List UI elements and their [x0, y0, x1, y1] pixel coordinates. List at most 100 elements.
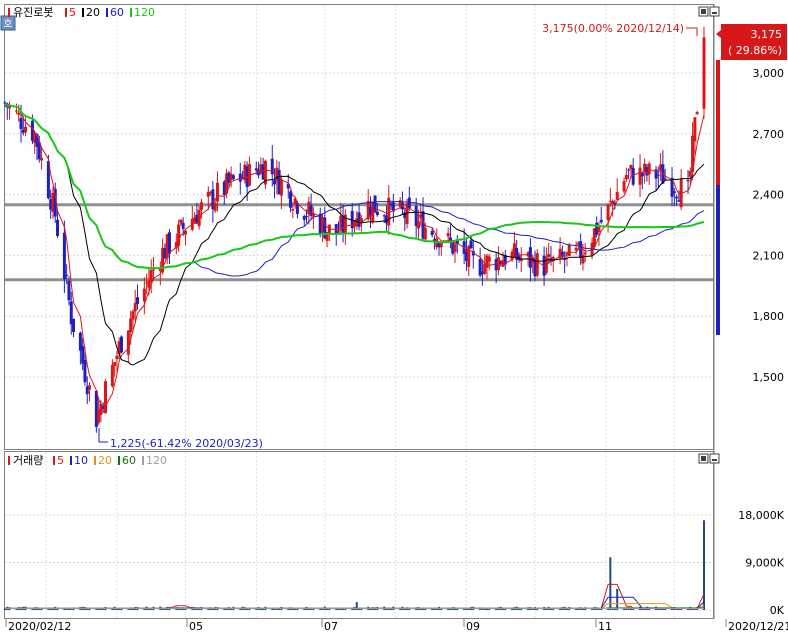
- volume-bar: [435, 609, 438, 610]
- candle-body: [131, 311, 135, 320]
- volume-bar: [447, 608, 450, 610]
- candle-body: [62, 232, 66, 280]
- volume-bar: [422, 607, 425, 610]
- low-annotation-leader: [98, 428, 108, 443]
- volume-bar: [296, 608, 299, 610]
- volume-bar: [342, 608, 345, 610]
- volume-bar: [120, 608, 123, 610]
- volume-bar: [161, 607, 164, 610]
- volume-tick-label: 9,000K: [745, 557, 784, 570]
- candle-body: [659, 164, 663, 171]
- candle-body: [366, 200, 370, 220]
- volume-bar: [607, 608, 610, 610]
- legend-item[interactable]: 20: [86, 6, 100, 19]
- legend-marker: [142, 456, 144, 465]
- volume-bar: [616, 588, 619, 610]
- candle-body: [544, 257, 548, 273]
- candle-body: [85, 386, 89, 395]
- volume-bar: [230, 608, 233, 610]
- candle-body: [691, 135, 695, 173]
- legend-item[interactable]: 10: [74, 454, 88, 467]
- legend-marker: [8, 8, 10, 17]
- candle-body: [161, 248, 165, 273]
- candle-body: [46, 161, 50, 199]
- volume-bar: [675, 608, 678, 610]
- volume-axis-ticks: 0K 9,000K 18,000K: [738, 509, 784, 617]
- candle-body: [567, 244, 571, 257]
- volume-bar: [147, 608, 150, 610]
- candle-body: [446, 233, 450, 237]
- legend-item[interactable]: 5: [69, 6, 76, 19]
- low-annotation-label: 1,225(-61.42% 2020/03/23): [110, 437, 263, 450]
- candle-body: [581, 254, 585, 264]
- candle-body: [661, 164, 665, 184]
- volume-bar: [67, 608, 70, 610]
- volume-close-button[interactable]: [709, 453, 720, 464]
- legend-marker: [94, 456, 96, 465]
- candle-body: [72, 318, 76, 333]
- legend-name: 거래량: [13, 454, 43, 467]
- legend-item[interactable]: 60: [122, 454, 136, 467]
- candle-body: [565, 252, 569, 255]
- candle-body: [512, 243, 516, 257]
- price-axis-ticks: 1,500 1,800 2,100 2,400 2,700 3,000: [753, 67, 785, 384]
- volume-legend: 거래량 5 10 20 60 120: [8, 454, 167, 467]
- candle-body: [37, 142, 41, 160]
- legend-item[interactable]: 20: [98, 454, 112, 467]
- candle-body: [126, 330, 130, 355]
- candle-body: [606, 204, 610, 221]
- legend-item[interactable]: 120: [134, 6, 155, 19]
- candle-body: [67, 280, 71, 301]
- candle-body: [494, 258, 498, 271]
- candle-body: [608, 200, 612, 202]
- candle-body: [305, 215, 309, 217]
- close-icon: [712, 459, 717, 461]
- candle-body: [323, 217, 327, 239]
- volume-bar: [179, 608, 182, 610]
- candle-body: [375, 211, 379, 216]
- candle-body: [97, 409, 101, 423]
- candle-body: [615, 191, 619, 200]
- candle-body: [195, 214, 199, 224]
- volume-bar: [259, 607, 262, 610]
- price-pane-buttons: [698, 6, 720, 17]
- candle-body: [222, 181, 226, 195]
- candle-body: [24, 126, 28, 133]
- candle-body: [535, 253, 539, 276]
- volume-bar: [358, 607, 361, 610]
- volume-bar: [531, 609, 534, 610]
- legend-item[interactable]: 120: [146, 454, 167, 467]
- legend-item[interactable]: 60: [110, 6, 124, 19]
- candle-body: [485, 255, 489, 268]
- x-tick-label: 05: [189, 620, 203, 633]
- candle-body: [670, 177, 674, 197]
- candle-body: [510, 251, 514, 260]
- pane-close-button[interactable]: [709, 6, 720, 17]
- candle-body: [480, 271, 484, 275]
- candle-body: [209, 192, 213, 194]
- volume-bar: [328, 608, 331, 610]
- candle-body: [142, 288, 146, 302]
- volume-bar: [609, 557, 612, 610]
- moving-averages: [4, 102, 705, 408]
- legend-marker: [82, 8, 84, 17]
- ma20-line: [4, 103, 705, 366]
- volume-bar: [419, 607, 422, 610]
- volume-bar: [275, 609, 278, 610]
- volume-bar: [463, 607, 466, 610]
- candle-body: [215, 182, 219, 202]
- x-axis: 2020/02/12 05 07 09 11 2020/12/21: [5, 619, 788, 633]
- x-tick-label: 07: [324, 620, 338, 633]
- volume-bar: [225, 608, 228, 610]
- volume-bar: [99, 608, 102, 610]
- candle-body: [558, 248, 562, 259]
- candle-body: [99, 403, 103, 415]
- candle-body: [270, 158, 274, 175]
- price-legend: 유진로봇 5 20 60 120: [8, 6, 155, 19]
- volume-bar: [613, 608, 616, 610]
- low-annotation: 1,225(-61.42% 2020/03/23): [98, 428, 263, 450]
- candle-body: [414, 205, 418, 227]
- legend-item[interactable]: 5: [57, 454, 64, 467]
- volume-bar: [677, 608, 680, 610]
- volume-bar: [591, 609, 594, 610]
